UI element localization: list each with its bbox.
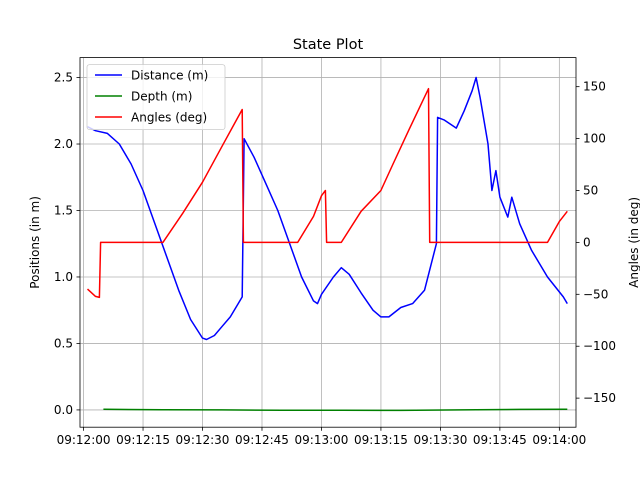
grid [80,57,576,428]
y-tick-label: 1.5 [54,203,73,217]
series-line-distance-m [87,76,568,341]
x-tick-label: 09:13:00 [295,433,349,447]
x-tick-label: 09:12:15 [116,433,170,447]
series-lines [86,76,568,412]
series-line-angles-deg [86,87,568,299]
x-tick-label: 09:13:45 [473,433,527,447]
x-tick-label: 09:14:00 [532,433,586,447]
legend-label: Distance (m) [131,68,208,82]
y-tick-label: 2.5 [54,71,73,85]
y-tick-label: 1.0 [54,270,73,284]
x-axis: 09:12:00 09:12:15 09:12:30 09:12:45 09:13:00… [57,427,586,447]
y2-tick-label: −100 [583,339,616,353]
x-tick-label: 09:13:15 [354,433,408,447]
y2-tick-label: −150 [583,391,616,405]
y2-tick-label: 150 [583,80,606,94]
legend-label: Depth (m) [131,89,192,103]
y-axis-left: 0.0 0.5 1.0 1.5 2.0 2.5 [54,71,80,417]
y-axis-right: −150 −100 −50 0 50 100 150 [576,80,616,405]
chart-title: State Plot [293,37,364,53]
y2-tick-label: −50 [583,287,608,301]
y2-axis-label: Angles (in deg) [627,197,640,288]
series-line-depth-m [103,408,568,412]
y2-tick-label: 0 [583,235,591,249]
x-tick-label: 09:12:30 [176,433,230,447]
y2-tick-label: 50 [583,183,598,197]
y-tick-label: 0.5 [54,336,73,350]
y-tick-label: 0.0 [54,403,73,417]
legend-box [86,64,226,130]
y-tick-label: 2.0 [54,137,73,151]
y-axis-label: Positions (in m) [28,196,42,289]
y2-tick-label: 100 [583,132,606,146]
x-tick-label: 09:12:45 [235,433,289,447]
legend: Distance (m) Depth (m) Angles (deg) [86,64,226,130]
x-tick-label: 09:12:00 [57,433,111,447]
x-tick-label: 09:13:30 [413,433,467,447]
legend-label: Angles (deg) [131,110,207,124]
